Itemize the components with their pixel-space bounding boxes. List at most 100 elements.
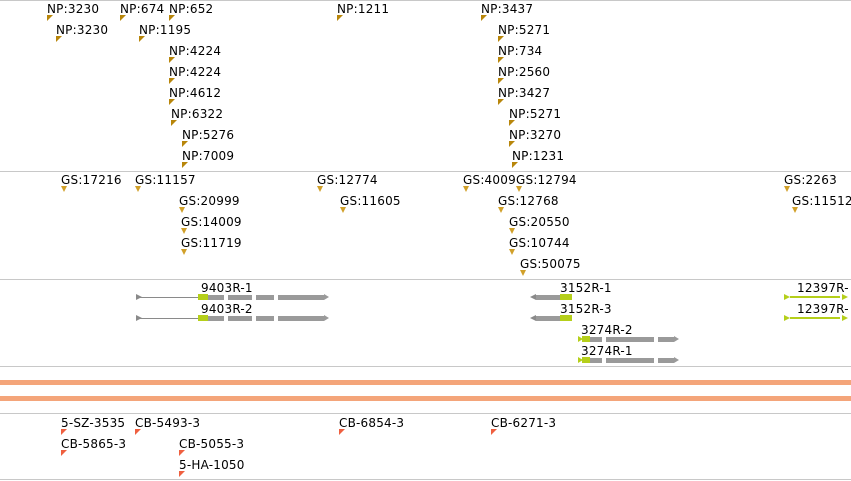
feature-label[interactable]: CB-5055-3 — [179, 437, 245, 451]
gene-end-arrow-icon — [842, 315, 848, 321]
gene-start-arrow-icon — [530, 315, 536, 321]
feature-label[interactable]: NP:4224 — [169, 65, 222, 79]
feature-marker-icon — [317, 186, 323, 192]
feature-label[interactable]: NP:4224 — [169, 44, 222, 58]
exon-block — [256, 295, 274, 300]
gene-end-arrow-icon — [324, 294, 329, 300]
feature-label[interactable]: CB-5865-3 — [61, 437, 127, 451]
exon-block — [590, 337, 602, 342]
feature-label[interactable]: NP:652 — [169, 2, 214, 16]
feature-marker-icon — [498, 99, 504, 105]
feature-label[interactable]: NP:3270 — [509, 128, 562, 142]
utr-block — [198, 294, 208, 300]
intron-line — [140, 318, 200, 319]
feature-label[interactable]: CB-6271-3 — [491, 416, 557, 430]
feature-label[interactable]: NP:3427 — [498, 86, 551, 100]
gene-end-arrow-icon — [842, 294, 848, 300]
np-track-bottom-border — [0, 171, 851, 172]
feature-marker-icon — [120, 15, 126, 21]
feature-marker-icon — [498, 207, 504, 213]
feature-marker-icon — [179, 450, 185, 456]
genome-band-top — [0, 380, 851, 385]
gene-label[interactable]: 3274R-2 — [581, 323, 633, 337]
feature-marker-icon — [509, 141, 515, 147]
feature-marker-icon — [169, 78, 175, 84]
feature-marker-icon — [169, 99, 175, 105]
feature-marker-icon — [491, 429, 497, 435]
feature-label[interactable]: NP:5276 — [182, 128, 235, 142]
feature-label[interactable]: 5-SZ-3535 — [61, 416, 126, 430]
feature-marker-icon — [179, 471, 185, 477]
feature-label[interactable]: NP:2560 — [498, 65, 551, 79]
exon-block — [590, 358, 602, 363]
exon-block — [536, 316, 560, 321]
exon-block — [536, 295, 560, 300]
feature-marker-icon — [47, 15, 53, 21]
feature-marker-icon — [784, 186, 790, 192]
feature-marker-icon — [135, 429, 141, 435]
feature-label[interactable]: NP:3437 — [481, 2, 534, 16]
exon-block — [278, 295, 324, 300]
feature-label[interactable]: NP:1211 — [337, 2, 390, 16]
feature-label[interactable]: GS:11719 — [181, 236, 242, 250]
feature-marker-icon — [498, 36, 504, 42]
exon-block — [658, 358, 674, 363]
gene-track-bottom-border — [0, 366, 851, 367]
feature-label[interactable]: NP:5271 — [498, 23, 551, 37]
feature-marker-icon — [181, 249, 187, 255]
feature-label[interactable]: GS:2263 — [784, 173, 837, 187]
feature-label[interactable]: NP:734 — [498, 44, 543, 58]
gene-start-arrow-icon — [784, 294, 790, 300]
gene-label[interactable]: 3152R-3 — [560, 302, 612, 316]
feature-label[interactable]: CB-6854-3 — [339, 416, 405, 430]
feature-label[interactable]: NP:1195 — [139, 23, 192, 37]
gene-label[interactable]: 12397R- — [797, 302, 849, 316]
feature-label[interactable]: GS:20999 — [179, 194, 240, 208]
gene-start-arrow-icon — [578, 336, 583, 342]
gene-end-arrow-icon — [674, 357, 679, 363]
feature-label[interactable]: GS:11157 — [135, 173, 196, 187]
feature-label[interactable]: GS:4009 — [463, 173, 516, 187]
feature-label[interactable]: GS:12768 — [498, 194, 559, 208]
gene-label[interactable]: 3274R-1 — [581, 344, 633, 358]
feature-label[interactable]: 5-HA-1050 — [179, 458, 245, 472]
feature-label[interactable]: NP:6322 — [171, 107, 224, 121]
feature-label[interactable]: GS:17216 — [61, 173, 122, 187]
feature-marker-icon — [61, 450, 67, 456]
feature-label[interactable]: NP:3230 — [47, 2, 100, 16]
utr-block — [560, 294, 572, 300]
exon-block — [228, 295, 252, 300]
feature-label[interactable]: NP:3230 — [56, 23, 109, 37]
utr-block — [790, 296, 840, 298]
genome-band-bottom — [0, 396, 851, 401]
feature-label[interactable]: NP:1231 — [512, 149, 565, 163]
feature-label[interactable]: GS:50075 — [520, 257, 581, 271]
feature-marker-icon — [61, 186, 67, 192]
feature-label[interactable]: CB-5493-3 — [135, 416, 201, 430]
feature-label[interactable]: GS:20550 — [509, 215, 570, 229]
gene-label[interactable]: 9403R-1 — [201, 281, 253, 295]
gene-label[interactable]: 9403R-2 — [201, 302, 253, 316]
feature-marker-icon — [498, 78, 504, 84]
feature-label[interactable]: GS:12774 — [317, 173, 378, 187]
feature-label[interactable]: GS:10744 — [509, 236, 570, 250]
gene-label[interactable]: 3152R-1 — [560, 281, 612, 295]
feature-label[interactable]: NP:4612 — [169, 86, 222, 100]
feature-label[interactable]: GS:14009 — [181, 215, 242, 229]
utr-block — [790, 317, 840, 319]
feature-marker-icon — [509, 120, 515, 126]
exon-block — [658, 337, 674, 342]
feature-marker-icon — [135, 186, 141, 192]
feature-label[interactable]: NP:674 — [120, 2, 165, 16]
feature-marker-icon — [171, 120, 177, 126]
gene-start-arrow-icon — [784, 315, 790, 321]
cb-track-top-border — [0, 413, 851, 414]
feature-label[interactable]: GS:12794 — [516, 173, 577, 187]
feature-label[interactable]: GS:11512 — [792, 194, 851, 208]
utr-block — [582, 357, 590, 363]
gene-label[interactable]: 12397R- — [797, 281, 849, 295]
feature-marker-icon — [792, 207, 798, 213]
feature-label[interactable]: GS:11605 — [340, 194, 401, 208]
feature-label[interactable]: NP:5271 — [509, 107, 562, 121]
feature-label[interactable]: NP:7009 — [182, 149, 235, 163]
